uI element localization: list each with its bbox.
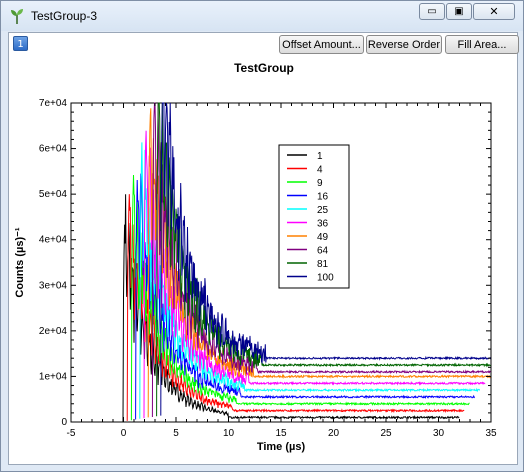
y-tick-label: 4e+04 bbox=[39, 235, 68, 246]
chart-svg[interactable]: -5 0 5 10 15 20 25 30 3501e+042e+043e+044e+045e+… bbox=[9, 33, 519, 466]
plot-index-badge[interactable]: 1 bbox=[13, 36, 28, 51]
plot-panel: 1 Offset Amount... Reverse Order Fill Ar… bbox=[8, 32, 519, 466]
series-line-64 bbox=[151, 102, 491, 418]
x-tick-label: 10 bbox=[223, 428, 235, 439]
y-axis-label: Counts (µs)⁻¹ bbox=[14, 227, 26, 298]
reverse-order-button[interactable]: Reverse Order bbox=[366, 35, 442, 54]
y-tick-label: 1e+04 bbox=[39, 371, 68, 382]
legend-label-81: 81 bbox=[317, 259, 329, 270]
chart-title: TestGroup bbox=[234, 61, 294, 75]
x-tick-label: 25 bbox=[380, 428, 392, 439]
series-line-16 bbox=[135, 173, 476, 420]
x-axis-label: Time (µs) bbox=[257, 441, 306, 453]
series-line-36 bbox=[143, 130, 486, 419]
legend-label-16: 16 bbox=[317, 192, 329, 203]
series-line-4 bbox=[126, 194, 465, 421]
y-tick-label: 3e+04 bbox=[39, 280, 68, 291]
y-tick-label: 5e+04 bbox=[39, 189, 68, 200]
legend-label-9: 9 bbox=[317, 178, 323, 189]
legend-box bbox=[278, 144, 350, 289]
minimize-button[interactable]: ▭ bbox=[419, 3, 445, 20]
series-line-25 bbox=[139, 142, 480, 419]
minimize-icon: ▭ bbox=[427, 6, 437, 17]
series-layer bbox=[122, 102, 491, 422]
tick-layer: -5 0 5 10 15 20 25 30 3501e+042e+043e+044e+045e+… bbox=[39, 98, 497, 439]
window-title: TestGroup-3 bbox=[31, 9, 98, 23]
y-tick-label: 7e+04 bbox=[39, 98, 68, 109]
y-tick-label: 6e+04 bbox=[39, 144, 68, 155]
x-tick-label: 30 bbox=[433, 428, 445, 439]
legend-label-64: 64 bbox=[317, 246, 329, 257]
y-tick-label: 2e+04 bbox=[39, 326, 68, 337]
plant-sprout-icon bbox=[11, 9, 23, 24]
legend-label-49: 49 bbox=[317, 232, 329, 243]
title-bar[interactable]: TestGroup-3 ▭ ▣ ✕ bbox=[1, 1, 523, 31]
close-icon: ✕ bbox=[489, 5, 499, 18]
close-button[interactable]: ✕ bbox=[473, 3, 515, 20]
x-tick-label: 35 bbox=[485, 428, 497, 439]
legend-label-25: 25 bbox=[317, 205, 329, 216]
maximize-icon: ▣ bbox=[454, 6, 464, 17]
legend-label-4: 4 bbox=[317, 165, 323, 176]
x-tick-label: 15 bbox=[275, 428, 287, 439]
legend-label-1: 1 bbox=[317, 151, 323, 162]
legend-label-36: 36 bbox=[317, 219, 329, 230]
y-tick-label: 0 bbox=[61, 417, 67, 428]
series-line-9 bbox=[130, 174, 470, 421]
series-line-1 bbox=[122, 194, 460, 422]
series-line-100 bbox=[160, 102, 491, 416]
fill-area-button[interactable]: Fill Area... bbox=[445, 35, 519, 54]
x-tick-label: 20 bbox=[328, 428, 340, 439]
offset-amount-button[interactable]: Offset Amount... bbox=[279, 35, 364, 54]
x-tick-label: 5 bbox=[173, 428, 179, 439]
x-tick-label: 0 bbox=[121, 428, 127, 439]
legend-label-100: 100 bbox=[317, 273, 334, 284]
x-tick-label: -5 bbox=[67, 428, 76, 439]
maximize-button[interactable]: ▣ bbox=[446, 3, 472, 20]
